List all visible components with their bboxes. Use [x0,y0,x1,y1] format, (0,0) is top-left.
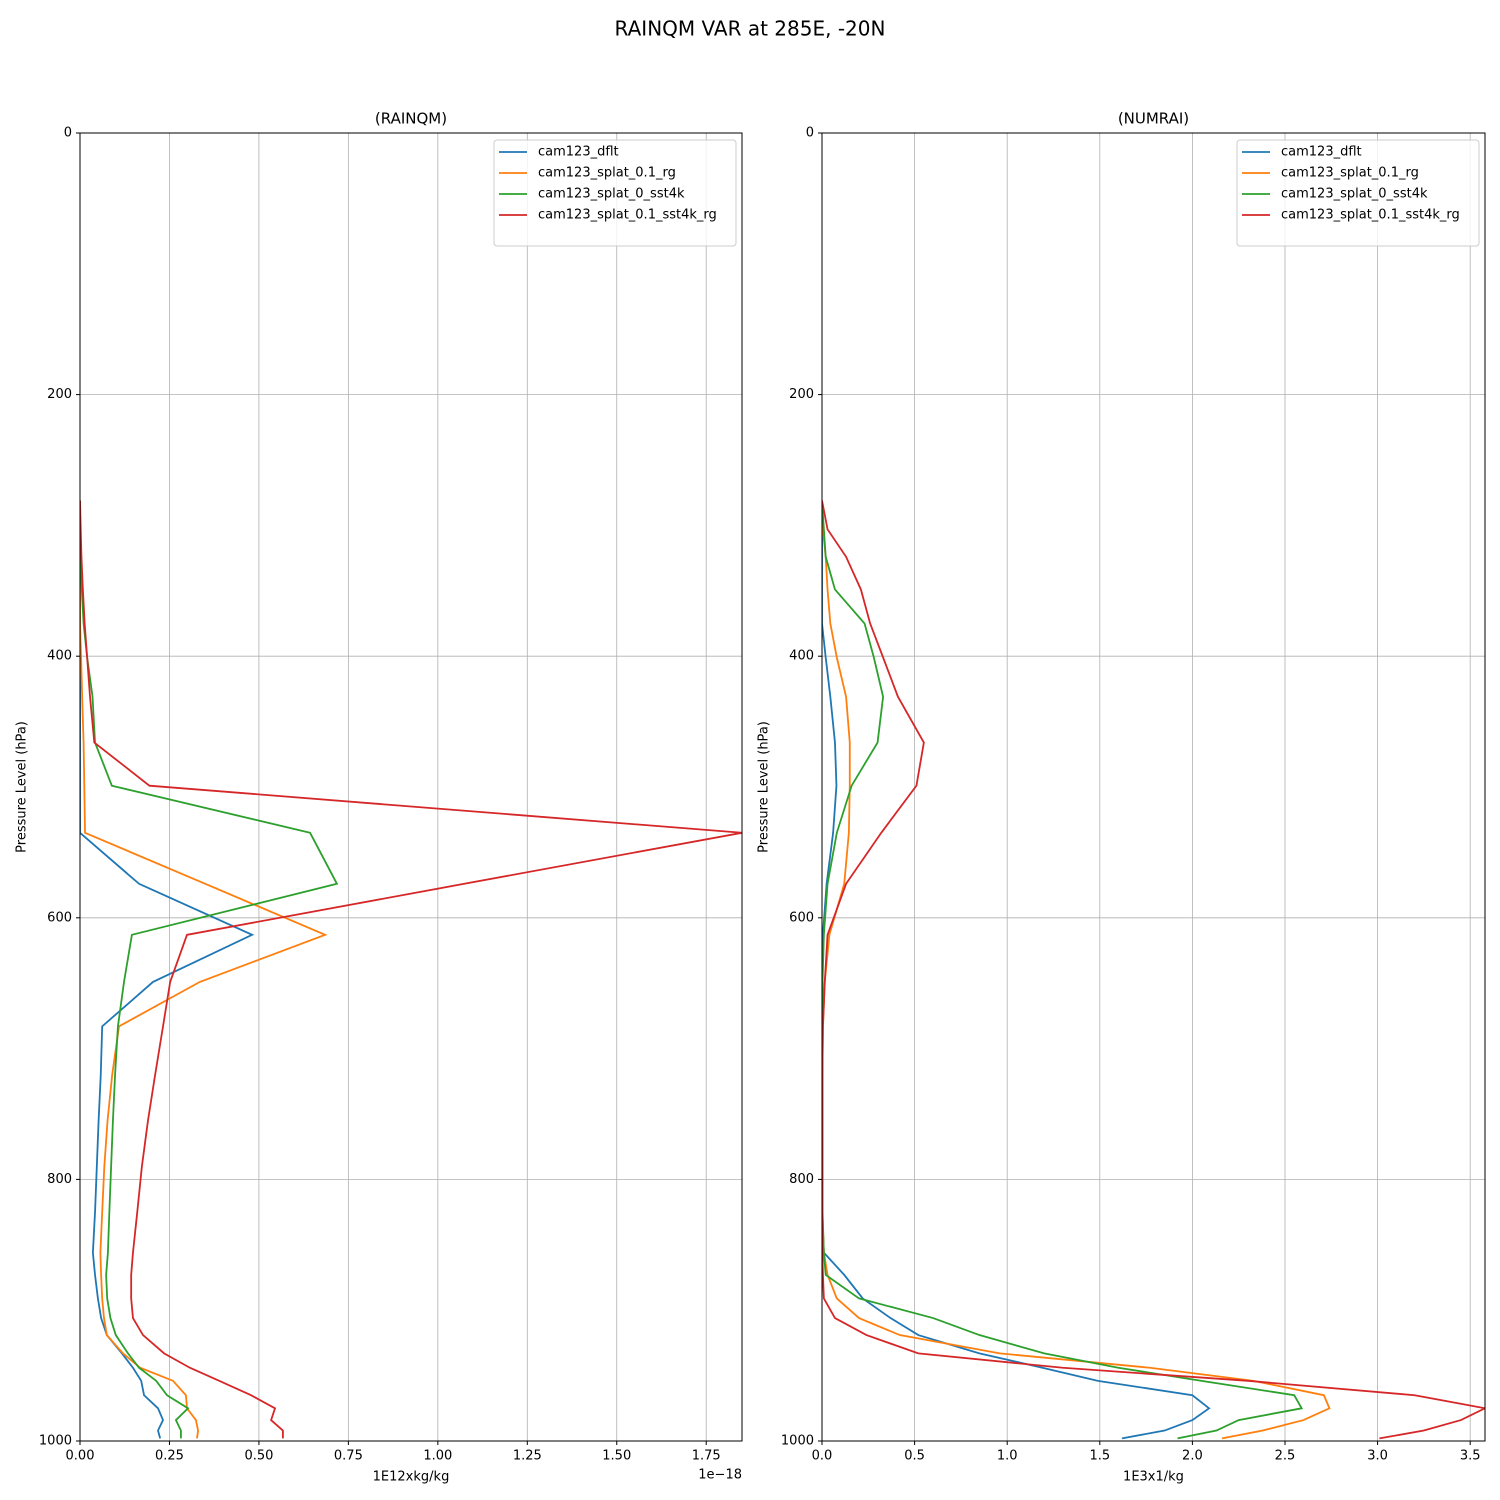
x-tick-label: 2.5 [1275,1449,1296,1464]
y-tick-label: 800 [47,1172,72,1187]
legend-box [1236,139,1480,247]
y-tick-label: 1000 [781,1434,814,1449]
series-line [80,500,255,1439]
x-tick-label: 3.0 [1367,1449,1388,1464]
x-tick-label: 0.50 [244,1449,273,1464]
series-line [822,500,1485,1440]
y-tick-label: 200 [47,387,72,402]
x-tick-label: 1.75 [692,1449,721,1464]
legend-label: cam123_splat_0_sst4k [538,187,685,202]
series-line [822,500,1331,1440]
x-tick-label: 3.5 [1460,1449,1481,1464]
y-axis-label: Pressure Level (hPa) [15,721,30,853]
legend-label: cam123_splat_0.1_rg [538,166,676,181]
axes-frame [79,132,743,1442]
y-tick-label: 600 [789,910,814,925]
legend-label: cam123_dflt [538,145,619,160]
y-tick-label: 400 [789,649,814,664]
x-tick-label: 1.0 [997,1449,1018,1464]
legend-label: cam123_splat_0.1_rg [1281,166,1419,181]
y-tick-label: 0 [64,126,72,141]
x-tick-label: 1.25 [513,1449,542,1464]
x-axis-label: 1E3x1/kg [1123,1470,1184,1485]
series-line [822,500,1211,1440]
panel-title: (NUMRAI) [1118,110,1189,128]
panel-title: (RAINQM) [375,110,447,128]
x-tick-label: 0.25 [155,1449,184,1464]
legend-label: cam123_splat_0.1_sst4k_rg [538,208,717,223]
figure-title: RAINQM VAR at 285E, -20N [615,17,886,41]
x-tick-label: 1.5 [1089,1449,1110,1464]
panel: 0.0 0.5 1.0 1.5 2.0 2.5 3.0 3.5 0 200 400 600 800 100… [757,110,1486,1485]
legend: cam123_dflt cam123_splat_0.1_rg cam123_spl… [1236,139,1480,247]
series-line [80,500,339,1439]
y-tick-label: 0 [806,126,814,141]
legend: cam123_dflt cam123_splat_0.1_rg cam123_spl… [493,139,737,247]
x-tick-label: 0.00 [66,1449,95,1464]
legend-label: cam123_splat_0_sst4k [1281,187,1428,202]
y-tick-label: 800 [789,1172,814,1187]
y-tick-label: 1000 [39,1434,72,1449]
y-tick-label: 600 [47,910,72,925]
legend-label: cam123_dflt [1281,145,1362,160]
y-tick-label: 400 [47,649,72,664]
legend-label: cam123_splat_0.1_sst4k_rg [1281,208,1460,223]
x-tick-label: 2.0 [1182,1449,1203,1464]
series-line [822,500,1304,1440]
x-tick-label: 0.0 [812,1449,833,1464]
legend-box [493,139,737,247]
x-tick-label: 0.5 [904,1449,925,1464]
panel: 0.00 0.25 0.50 0.75 1.00 1.25 1.50 1.75 0 200 400 6… [15,110,743,1485]
x-axis-label: 1E12xkg/kg [373,1470,450,1485]
x-tick-label: 1.00 [423,1449,452,1464]
x-tick-label: 0.75 [334,1449,363,1464]
axes-frame [821,132,1486,1442]
y-axis-label: Pressure Level (hPa) [757,721,772,853]
series-line [80,500,328,1439]
x-tick-label: 1.50 [602,1449,631,1464]
series-line [80,500,742,1439]
y-tick-label: 200 [789,387,814,402]
x-offset-label: 1e−18 [698,1468,742,1483]
